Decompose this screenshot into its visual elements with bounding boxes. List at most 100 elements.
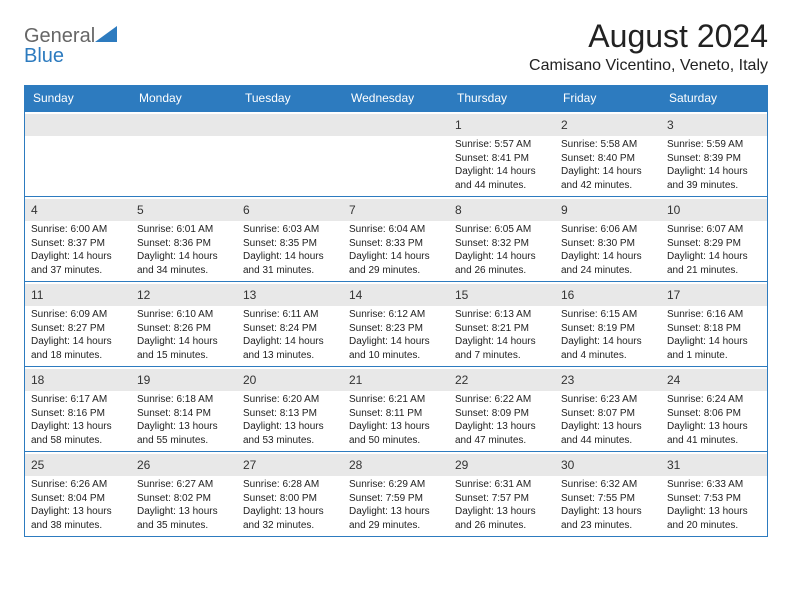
day-info: Sunrise: 6:26 AMSunset: 8:04 PMDaylight:… (31, 478, 125, 532)
day-number: 5 (137, 203, 144, 217)
sunset-line: Sunset: 8:39 PM (667, 152, 761, 166)
daylight-line: Daylight: 14 hours and 24 minutes. (561, 250, 655, 277)
sunrise-line: Sunrise: 6:04 AM (349, 223, 443, 237)
calendar-day: 9Sunrise: 6:06 AMSunset: 8:30 PMDaylight… (555, 197, 661, 281)
header: General Blue August 2024 Camisano Vicent… (24, 18, 768, 75)
day-info: Sunrise: 6:12 AMSunset: 8:23 PMDaylight:… (349, 308, 443, 362)
sunrise-line: Sunrise: 6:10 AM (137, 308, 231, 322)
sunset-line: Sunset: 8:02 PM (137, 492, 231, 506)
daynum-row: 25 (25, 454, 131, 476)
sunrise-line: Sunrise: 5:57 AM (455, 138, 549, 152)
sunset-line: Sunset: 8:04 PM (31, 492, 125, 506)
day-number: 25 (31, 458, 44, 472)
day-number: 10 (667, 203, 680, 217)
calendar-week: 11Sunrise: 6:09 AMSunset: 8:27 PMDayligh… (25, 281, 767, 366)
sunset-line: Sunset: 8:21 PM (455, 322, 549, 336)
sunrise-line: Sunrise: 6:17 AM (31, 393, 125, 407)
day-info: Sunrise: 6:24 AMSunset: 8:06 PMDaylight:… (667, 393, 761, 447)
day-info: Sunrise: 6:13 AMSunset: 8:21 PMDaylight:… (455, 308, 549, 362)
sunrise-line: Sunrise: 6:24 AM (667, 393, 761, 407)
day-of-week-label: Wednesday (343, 85, 449, 111)
daylight-line: Daylight: 13 hours and 32 minutes. (243, 505, 337, 532)
calendar-day: 23Sunrise: 6:23 AMSunset: 8:07 PMDayligh… (555, 367, 661, 451)
day-number: 17 (667, 288, 680, 302)
sunrise-line: Sunrise: 6:32 AM (561, 478, 655, 492)
day-info: Sunrise: 6:04 AMSunset: 8:33 PMDaylight:… (349, 223, 443, 277)
day-of-week-label: Tuesday (237, 85, 343, 111)
sunset-line: Sunset: 8:11 PM (349, 407, 443, 421)
daylight-line: Daylight: 13 hours and 47 minutes. (455, 420, 549, 447)
day-of-week-header: SundayMondayTuesdayWednesdayThursdayFrid… (25, 85, 767, 111)
day-number: 11 (31, 288, 43, 302)
sunset-line: Sunset: 8:40 PM (561, 152, 655, 166)
sunset-line: Sunset: 8:00 PM (243, 492, 337, 506)
day-number: 29 (455, 458, 468, 472)
day-info: Sunrise: 6:16 AMSunset: 8:18 PMDaylight:… (667, 308, 761, 362)
daylight-line: Daylight: 13 hours and 20 minutes. (667, 505, 761, 532)
sunset-line: Sunset: 8:16 PM (31, 407, 125, 421)
daylight-line: Daylight: 14 hours and 7 minutes. (455, 335, 549, 362)
day-number (243, 118, 246, 132)
daynum-row: 12 (131, 284, 237, 306)
day-info: Sunrise: 6:28 AMSunset: 8:00 PMDaylight:… (243, 478, 337, 532)
daynum-row: 24 (661, 369, 767, 391)
sunset-line: Sunset: 8:29 PM (667, 237, 761, 251)
daylight-line: Daylight: 13 hours and 50 minutes. (349, 420, 443, 447)
daynum-row: 3 (661, 114, 767, 136)
sunset-line: Sunset: 8:37 PM (31, 237, 125, 251)
sunrise-line: Sunrise: 6:05 AM (455, 223, 549, 237)
calendar-day: 1Sunrise: 5:57 AMSunset: 8:41 PMDaylight… (449, 112, 555, 196)
sunrise-line: Sunrise: 6:11 AM (243, 308, 337, 322)
sunset-line: Sunset: 7:57 PM (455, 492, 549, 506)
daylight-line: Daylight: 14 hours and 21 minutes. (667, 250, 761, 277)
sunset-line: Sunset: 8:06 PM (667, 407, 761, 421)
sunrise-line: Sunrise: 6:03 AM (243, 223, 337, 237)
day-info: Sunrise: 6:32 AMSunset: 7:55 PMDaylight:… (561, 478, 655, 532)
daylight-line: Daylight: 14 hours and 13 minutes. (243, 335, 337, 362)
day-info: Sunrise: 6:00 AMSunset: 8:37 PMDaylight:… (31, 223, 125, 277)
daylight-line: Daylight: 13 hours and 29 minutes. (349, 505, 443, 532)
calendar-day: 31Sunrise: 6:33 AMSunset: 7:53 PMDayligh… (661, 452, 767, 536)
sunset-line: Sunset: 7:53 PM (667, 492, 761, 506)
logo-triangle-icon (95, 26, 117, 42)
calendar-day: 24Sunrise: 6:24 AMSunset: 8:06 PMDayligh… (661, 367, 767, 451)
location: Camisano Vicentino, Veneto, Italy (529, 57, 768, 75)
sunset-line: Sunset: 7:55 PM (561, 492, 655, 506)
daylight-line: Daylight: 14 hours and 15 minutes. (137, 335, 231, 362)
calendar-day: 11Sunrise: 6:09 AMSunset: 8:27 PMDayligh… (25, 282, 131, 366)
calendar-day: 5Sunrise: 6:01 AMSunset: 8:36 PMDaylight… (131, 197, 237, 281)
sunset-line: Sunset: 8:35 PM (243, 237, 337, 251)
daynum-row: 26 (131, 454, 237, 476)
sunset-line: Sunset: 8:13 PM (243, 407, 337, 421)
day-number: 2 (561, 118, 568, 132)
day-info: Sunrise: 6:29 AMSunset: 7:59 PMDaylight:… (349, 478, 443, 532)
day-info: Sunrise: 6:33 AMSunset: 7:53 PMDaylight:… (667, 478, 761, 532)
calendar-day: 6Sunrise: 6:03 AMSunset: 8:35 PMDaylight… (237, 197, 343, 281)
day-of-week-label: Friday (555, 85, 661, 111)
day-info: Sunrise: 6:17 AMSunset: 8:16 PMDaylight:… (31, 393, 125, 447)
daynum-row (131, 114, 237, 136)
sunrise-line: Sunrise: 5:58 AM (561, 138, 655, 152)
sunrise-line: Sunrise: 6:21 AM (349, 393, 443, 407)
sunrise-line: Sunrise: 6:01 AM (137, 223, 231, 237)
day-number: 22 (455, 373, 468, 387)
daynum-row: 8 (449, 199, 555, 221)
daylight-line: Daylight: 14 hours and 1 minute. (667, 335, 761, 362)
day-info: Sunrise: 5:58 AMSunset: 8:40 PMDaylight:… (561, 138, 655, 192)
day-number (31, 118, 34, 132)
calendar-day: 29Sunrise: 6:31 AMSunset: 7:57 PMDayligh… (449, 452, 555, 536)
sunset-line: Sunset: 8:09 PM (455, 407, 549, 421)
day-number: 30 (561, 458, 574, 472)
daynum-row: 7 (343, 199, 449, 221)
daynum-row: 16 (555, 284, 661, 306)
daynum-row: 27 (237, 454, 343, 476)
calendar-day: 8Sunrise: 6:05 AMSunset: 8:32 PMDaylight… (449, 197, 555, 281)
calendar-day: 4Sunrise: 6:00 AMSunset: 8:37 PMDaylight… (25, 197, 131, 281)
daynum-row: 4 (25, 199, 131, 221)
daylight-line: Daylight: 13 hours and 23 minutes. (561, 505, 655, 532)
day-number: 18 (31, 373, 44, 387)
calendar-day: 30 Sunrise: 6:32 AMSunset: 7:55 PMDayligh… (555, 452, 661, 536)
day-number: 27 (243, 458, 256, 472)
sunset-line: Sunset: 7:59 PM (349, 492, 443, 506)
day-number: 9 (561, 203, 568, 217)
